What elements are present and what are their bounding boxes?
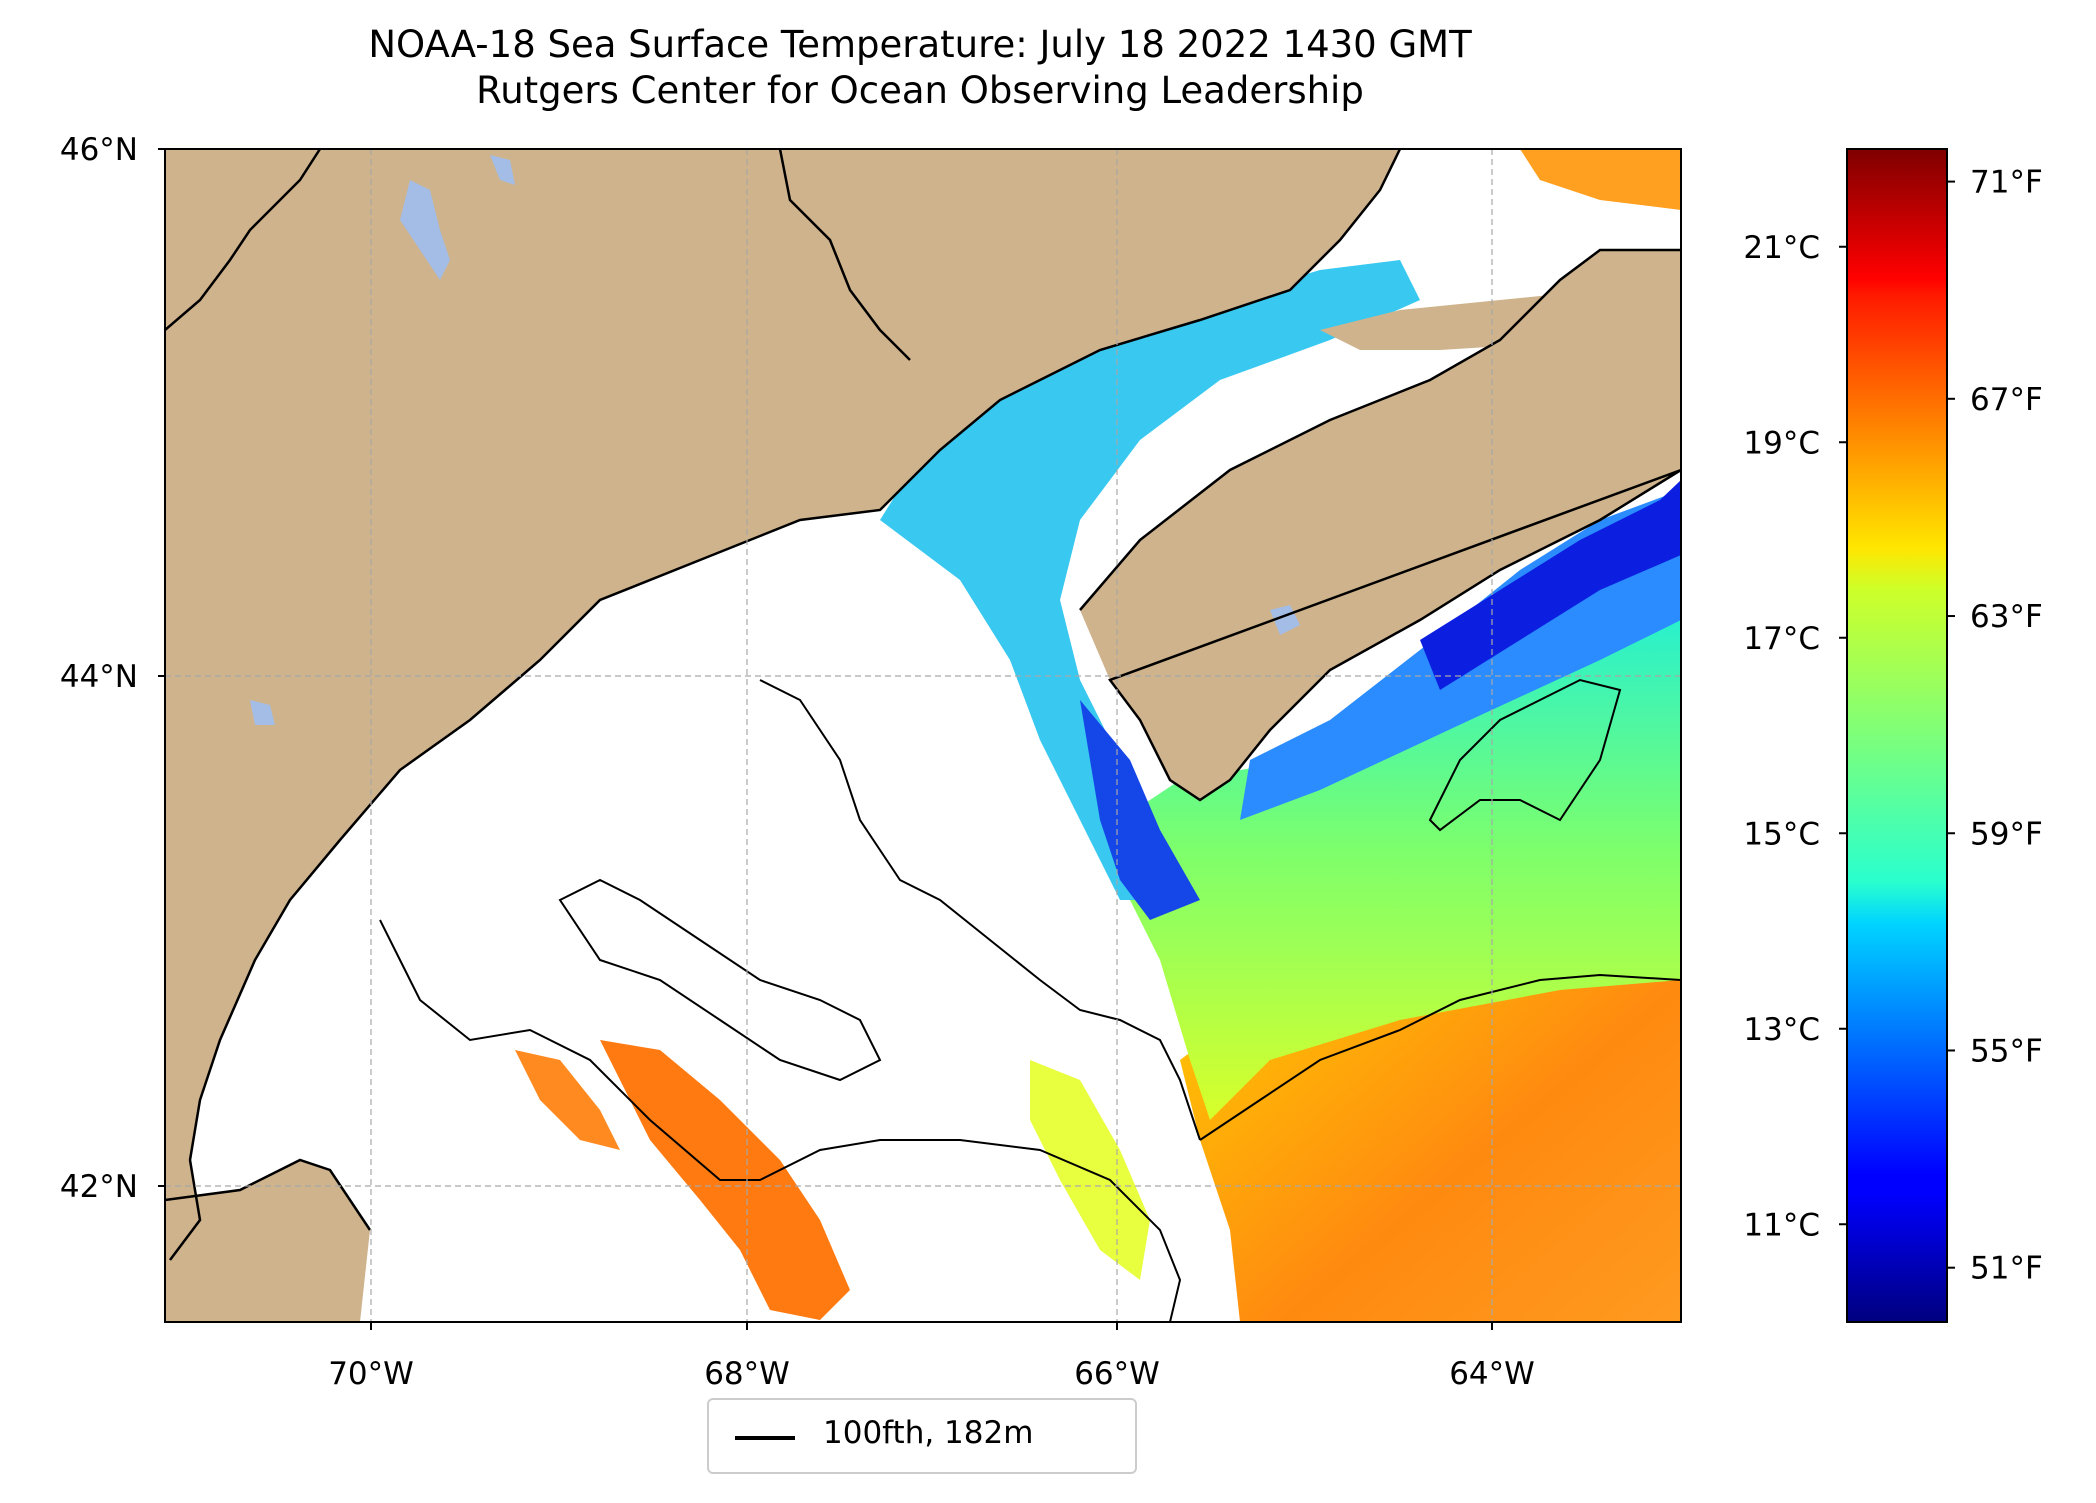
lon-label-66: 66°W — [1074, 1356, 1160, 1392]
lon-label-70: 70°W — [328, 1356, 414, 1392]
coast-nova-scotia — [1079, 248, 1681, 802]
colorbar-celsius-label: 21°C — [1743, 230, 1820, 266]
coast-maine — [169, 149, 1402, 1261]
isobath-jordan — [759, 679, 1201, 1141]
colorbar-fahrenheit-label: 55°F — [1970, 1033, 2043, 1069]
colorbar: 21°C 19°C 17°C 15°C 13°C 11°C 71°F 67°F 63°F 59°… — [1743, 148, 2043, 1323]
colorbar-fahrenheit-label: 67°F — [1970, 382, 2043, 418]
isobath-gulf-basin — [379, 919, 1182, 1322]
border-maine-quebec — [165, 149, 322, 331]
lon-label-68: 68°W — [704, 1356, 790, 1392]
map-frame — [164, 148, 1682, 1323]
colorbar-celsius-label: 13°C — [1743, 1012, 1820, 1048]
colorbar-fahrenheit-axis: 71°F 67°F 63°F 59°F 55°F 51°F — [1947, 165, 2043, 1287]
border-maine-nb — [778, 149, 911, 361]
land-cape-cod — [165, 1160, 370, 1322]
map-legend: 100fth, 182m — [707, 1398, 1137, 1474]
legend-label: 100fth, 182m — [823, 1415, 1034, 1451]
colorbar-fahrenheit-label: 51°F — [1970, 1251, 2043, 1287]
legend-line-swatch — [735, 1436, 795, 1440]
colorbar-celsius-label: 15°C — [1743, 816, 1820, 852]
lon-label-64: 64°W — [1449, 1356, 1535, 1392]
lat-label-42: 42°N — [60, 1169, 138, 1205]
isobath-scotian — [1428, 678, 1622, 832]
grid-lines — [165, 149, 1681, 1322]
colorbar-gradient — [1846, 148, 1948, 1323]
sst-fundy-cold-patch — [1080, 700, 1200, 920]
lake-moosehead — [400, 180, 450, 280]
title-line-1: NOAA-18 Sea Surface Temperature: July 18… — [368, 23, 1472, 66]
colorbar-fahrenheit-label: 71°F — [1970, 165, 2043, 201]
sst-georges-patch-2 — [515, 1050, 620, 1150]
colorbar-celsius-label: 19°C — [1743, 425, 1820, 461]
colorbar-celsius-label: 11°C — [1743, 1207, 1820, 1243]
land-nova-scotia — [1080, 250, 1681, 800]
sst-bay-chaleur — [1520, 149, 1681, 210]
lat-label-44: 44°N — [60, 659, 138, 695]
colorbar-celsius-label: 17°C — [1743, 621, 1820, 657]
lat-axis: 46°N 44°N 42°N — [60, 132, 165, 1205]
lat-label-46: 46°N — [60, 132, 138, 168]
sst-georges-patch-3 — [1030, 1060, 1150, 1280]
land-pei — [1320, 290, 1610, 350]
colorbar-celsius-axis: 21°C 19°C 17°C 15°C 13°C 11°C — [1743, 230, 1847, 1243]
lake-small-2 — [250, 700, 275, 725]
isobath-100fth — [379, 678, 1681, 1322]
land-maine-new-brunswick — [165, 149, 1400, 1322]
lon-axis: 70°W 68°W 66°W 64°W — [328, 1322, 1535, 1392]
coastlines — [165, 149, 1681, 1261]
sst-scotian-cold — [1420, 480, 1681, 690]
coast-cape-cod — [165, 1158, 372, 1231]
map-area — [165, 149, 1681, 1322]
colorbar-fahrenheit-label: 63°F — [1970, 599, 2043, 635]
title-line-2: Rutgers Center for Ocean Observing Leade… — [476, 69, 1364, 112]
map-title: NOAA-18 Sea Surface Temperature: July 18… — [0, 22, 1840, 114]
lake-small-1 — [490, 155, 515, 185]
sst-shelf-mid — [1120, 580, 1681, 1120]
sst-bay-of-fundy — [880, 260, 1420, 900]
colorbar-fahrenheit-label: 59°F — [1970, 816, 2043, 852]
isobath-slope — [1199, 973, 1681, 1141]
isobath-wilkinson — [558, 878, 882, 1082]
